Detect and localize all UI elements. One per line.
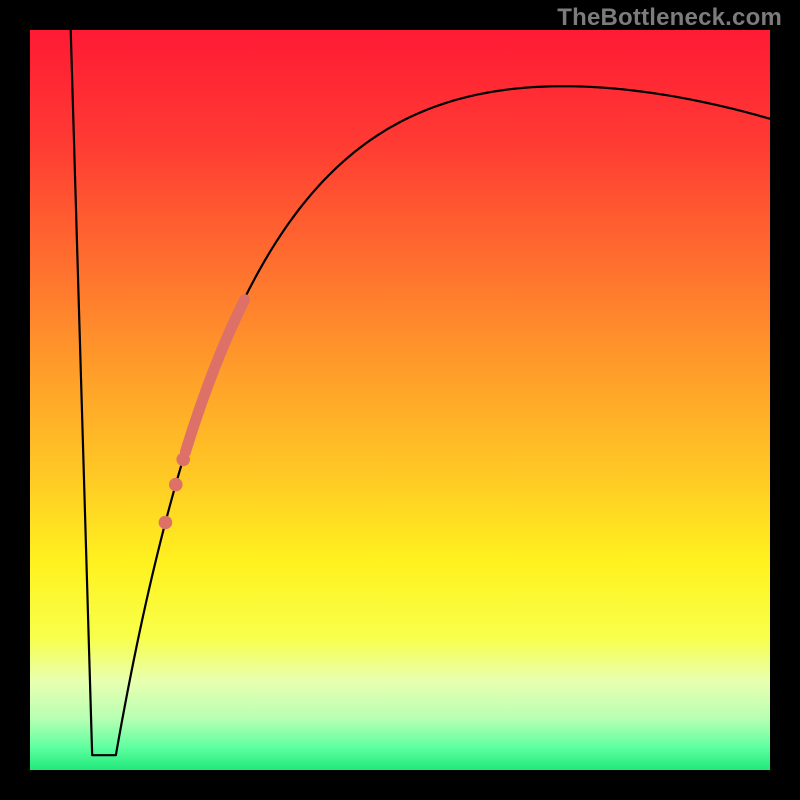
highlight-marker [169,478,183,492]
watermark-text: TheBottleneck.com [557,4,782,32]
highlight-marker [159,516,173,530]
bottleneck-chart-container: TheBottleneck.com [0,0,800,800]
highlight-marker [176,453,190,467]
bottleneck-curve-chart [0,0,800,800]
